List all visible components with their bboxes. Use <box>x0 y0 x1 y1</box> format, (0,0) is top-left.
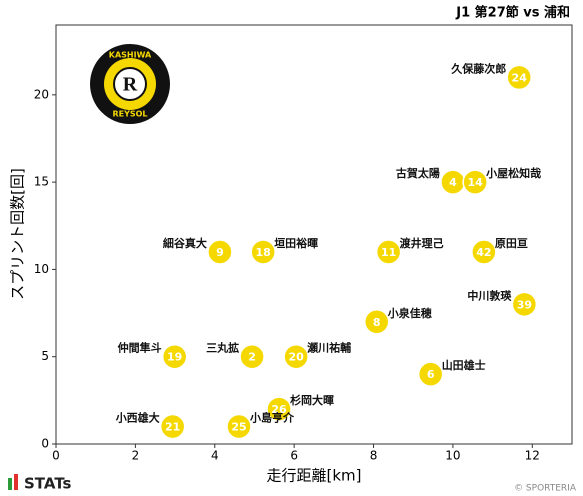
y-tick-label: 5 <box>41 349 49 363</box>
point-number: 39 <box>517 298 532 311</box>
point-number: 9 <box>216 246 224 259</box>
point-label: 原田亘 <box>495 237 528 250</box>
point-number: 18 <box>256 246 271 259</box>
x-tick-label: 2 <box>132 449 140 463</box>
logo-top: KASHIWA <box>109 51 152 60</box>
point-number: 2 <box>248 351 256 364</box>
y-tick-label: 0 <box>41 437 49 451</box>
point-label: 細谷真大 <box>163 236 207 250</box>
point-number: 24 <box>512 71 528 84</box>
point-label: 小島亨介 <box>249 411 295 425</box>
x-tick-label: 8 <box>370 449 378 463</box>
point-number: 4 <box>449 176 457 189</box>
x-tick-label: 12 <box>525 449 540 463</box>
point <box>417 361 444 387</box>
logo-bottom: REYSOL <box>112 110 147 119</box>
point-number: 19 <box>167 351 182 364</box>
y-tick-label: 15 <box>34 175 49 189</box>
x-tick-label: 10 <box>445 449 460 463</box>
point <box>283 343 309 370</box>
point <box>250 239 276 265</box>
point <box>207 239 233 265</box>
point <box>226 413 252 440</box>
point-label: 仲間隼斗 <box>118 341 162 355</box>
point <box>471 239 497 265</box>
point <box>239 343 265 370</box>
point-number: 8 <box>373 316 381 329</box>
y-axis-label: スプリント回数[回] <box>9 168 27 300</box>
point <box>159 413 186 440</box>
point <box>506 64 532 91</box>
point <box>266 396 292 422</box>
x-tick-label: 0 <box>52 449 60 463</box>
chart-title: J1 第27節 vs 浦和 <box>455 5 570 21</box>
point-label: 垣田裕暉 <box>274 236 318 250</box>
point-label: 杉岡大暉 <box>290 393 334 407</box>
point-label: 中川敦瑛 <box>467 288 512 302</box>
point-number: 14 <box>467 176 483 189</box>
brand-text: STATs <box>24 475 72 493</box>
point <box>462 169 488 195</box>
credit: © SPORTERIA <box>514 484 577 494</box>
point-number: 25 <box>231 421 246 434</box>
logo-letter: R <box>123 74 138 96</box>
point-number: 20 <box>288 351 304 364</box>
point-label: 山田雄士 <box>442 358 486 372</box>
point <box>511 291 538 318</box>
point-label: 渡井理己 <box>400 236 444 250</box>
point <box>375 239 402 265</box>
point-label: 三丸拡 <box>206 341 239 355</box>
point-label: 小泉佳穂 <box>387 306 432 320</box>
point-label: 小屋松知哉 <box>485 166 541 180</box>
brand: STATs <box>8 474 72 493</box>
point <box>161 343 188 370</box>
plot-frame <box>55 24 573 445</box>
logo: R KASHIWA REYSOL <box>90 44 170 124</box>
point-number: 26 <box>271 403 287 416</box>
y-tick-label: 10 <box>34 262 49 276</box>
point-label: 古賀太陽 <box>396 166 440 180</box>
x-tick-label: 6 <box>290 449 298 463</box>
x-tick-label: 4 <box>211 449 219 463</box>
x-axis-label: 走行距離[km] <box>266 467 361 485</box>
point-number: 42 <box>476 246 491 259</box>
point-label: 久保藤次郎 <box>451 61 506 75</box>
point-label: 瀬川祐輔 <box>307 341 351 355</box>
point-number: 6 <box>427 368 435 381</box>
point-number: 21 <box>165 421 180 434</box>
point-number: 11 <box>381 246 396 259</box>
point <box>363 309 390 335</box>
y-tick-label: 20 <box>34 87 49 101</box>
point-label: 小西雄大 <box>115 411 160 425</box>
